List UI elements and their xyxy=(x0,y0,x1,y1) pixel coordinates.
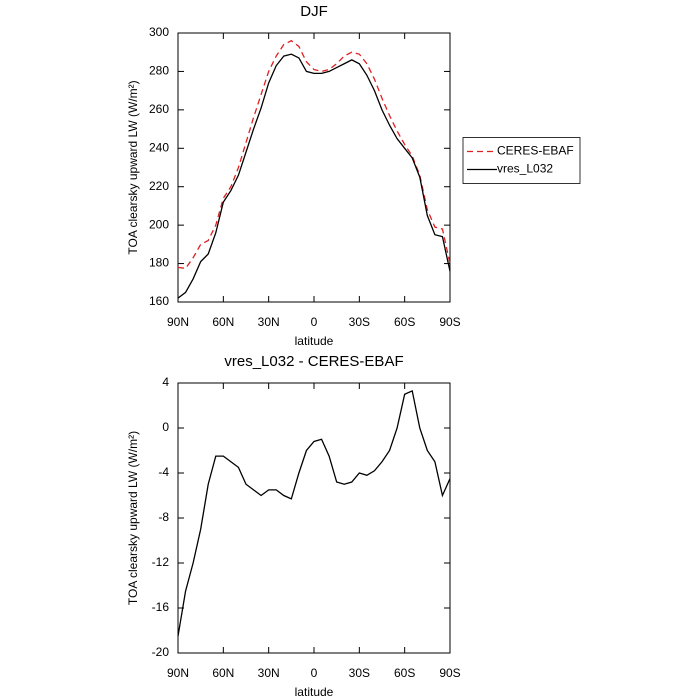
x-tick-label: 0 xyxy=(311,315,318,329)
legend-box xyxy=(462,137,581,184)
x-axis-label: latitude xyxy=(295,685,334,699)
y-axis-label: TOA clearsky upward LW (W/m²) xyxy=(126,431,140,605)
data-line xyxy=(177,53,451,299)
x-tick-label: 90N xyxy=(167,666,189,680)
x-tick-label: 30N xyxy=(258,666,280,680)
y-tick-label: 240 xyxy=(149,140,169,154)
y-tick-label: 4 xyxy=(162,375,169,389)
y-tick-label: 300 xyxy=(149,25,169,39)
y-tick-label: 160 xyxy=(149,294,169,308)
plot-frame xyxy=(177,382,451,654)
x-tick-label: 60N xyxy=(212,315,234,329)
y-tick-label: -8 xyxy=(158,510,169,524)
y-tick-label: -16 xyxy=(152,600,170,614)
x-tick-label: 30S xyxy=(349,315,370,329)
data-line xyxy=(177,389,451,637)
y-tick-label: 200 xyxy=(149,217,169,231)
x-tick-label: 60N xyxy=(212,666,234,680)
chart-title: DJF xyxy=(300,3,328,20)
x-axis-label: latitude xyxy=(295,334,334,348)
x-tick-label: 90N xyxy=(167,315,189,329)
x-tick-label: 60S xyxy=(394,315,415,329)
legend-label: vres_L032 xyxy=(497,162,553,176)
x-tick-label: 30N xyxy=(258,315,280,329)
y-tick-label: -20 xyxy=(152,645,170,659)
y-tick-label: 0 xyxy=(162,420,169,434)
x-tick-label: 30S xyxy=(349,666,370,680)
y-tick-label: -12 xyxy=(152,555,170,569)
x-tick-label: 60S xyxy=(394,666,415,680)
y-tick-label: 220 xyxy=(149,179,169,193)
x-tick-label: 90S xyxy=(439,666,460,680)
chart-title: vres_L032 - CERES-EBAF xyxy=(224,353,403,370)
data-line xyxy=(177,39,451,270)
y-axis-label: TOA clearsky upward LW (W/m²) xyxy=(126,80,140,254)
y-tick-label: -4 xyxy=(158,465,169,479)
x-tick-label: 0 xyxy=(311,666,318,680)
legend-label: CERES-EBAF xyxy=(497,144,574,158)
x-tick-label: 90S xyxy=(439,315,460,329)
y-tick-label: 180 xyxy=(149,256,169,270)
y-tick-label: 260 xyxy=(149,102,169,116)
y-tick-label: 280 xyxy=(149,64,169,78)
